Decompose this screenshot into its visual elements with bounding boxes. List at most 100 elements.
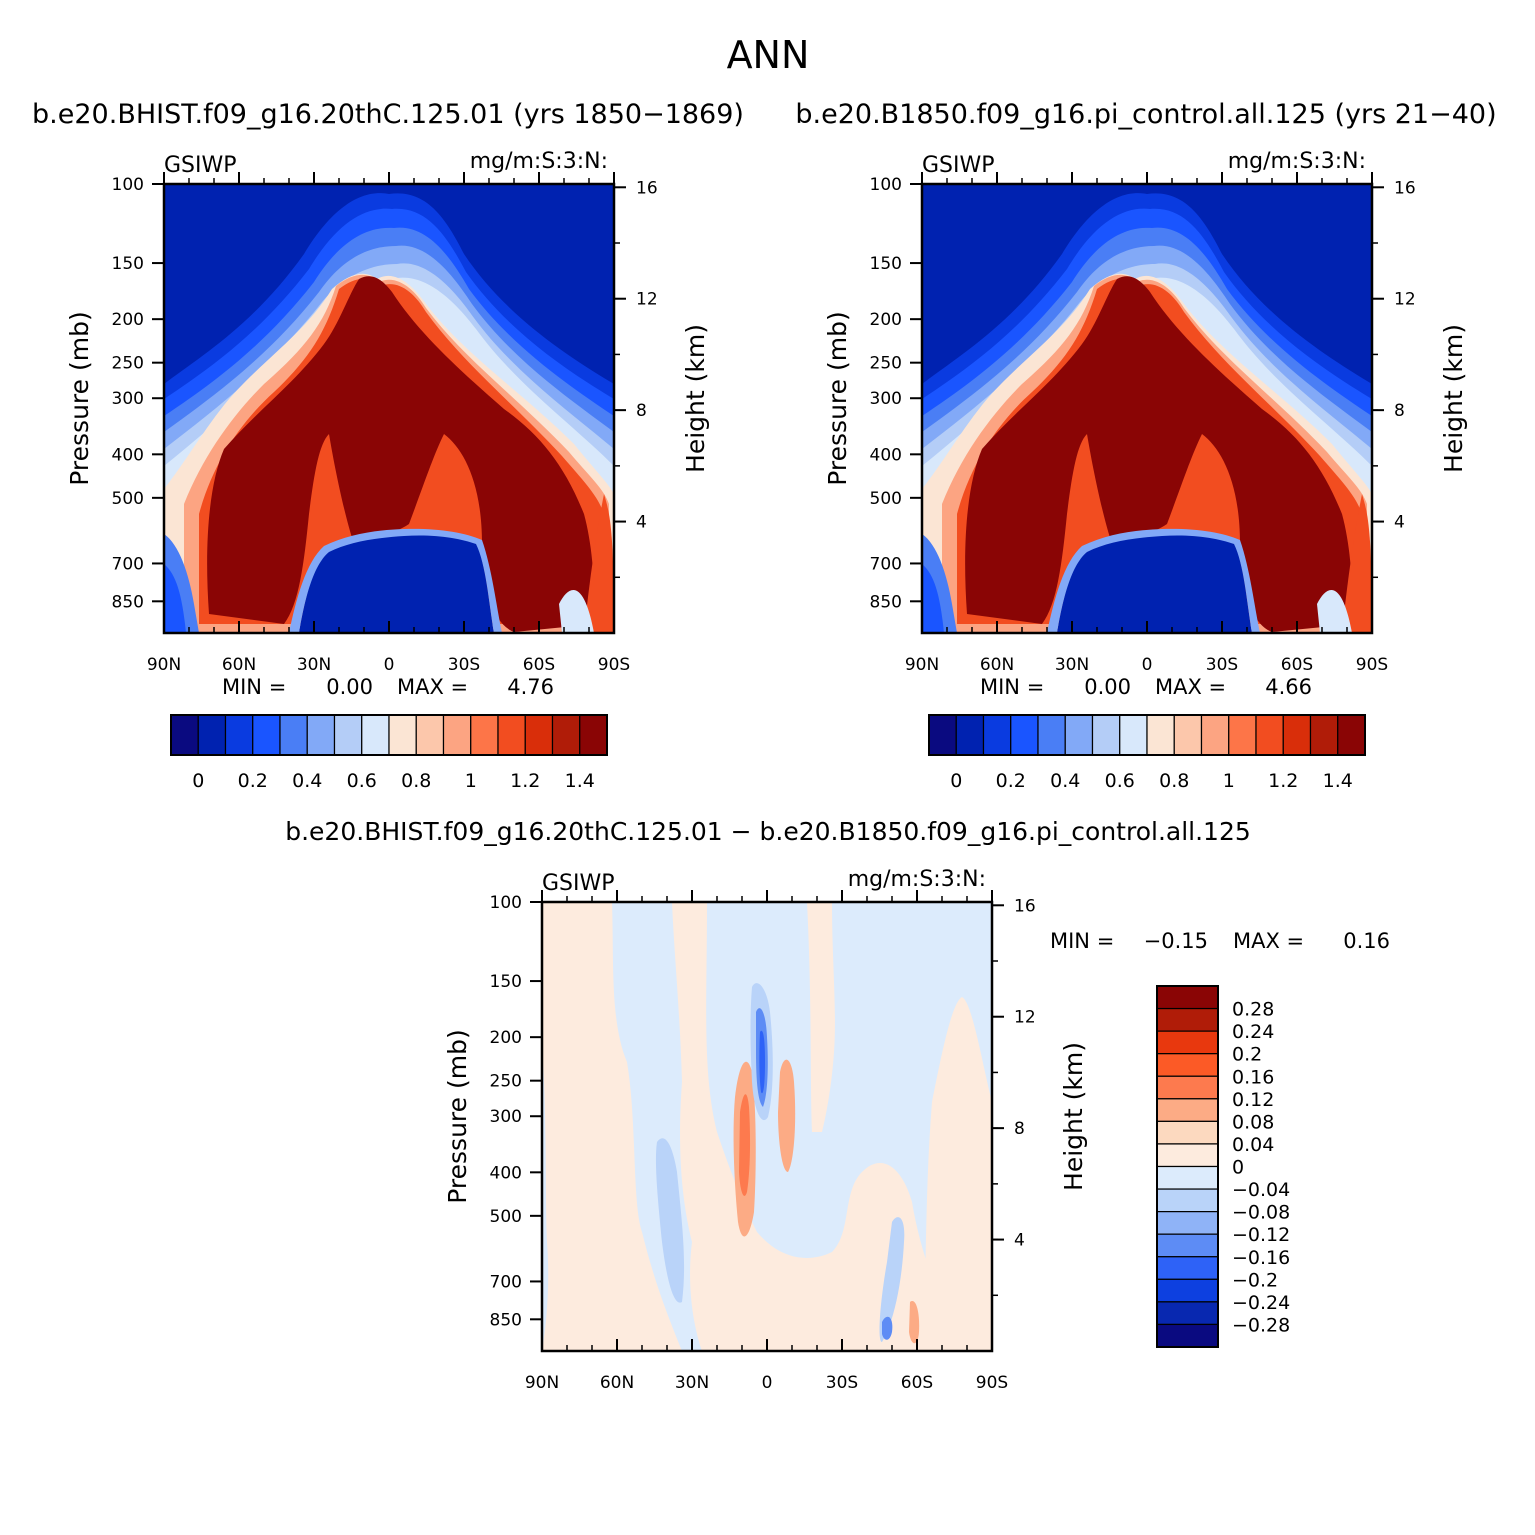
panel-1-xtick-label: 90N [147,655,181,675]
colorbar-label: 1.2 [1268,770,1298,792]
colorbar-box [361,714,390,756]
panel-1-ylabel: Pressure (mb) [65,311,94,485]
panel-1-xtick-label: 60S [523,655,555,675]
panel-3-y2tick-label: 16 [1014,896,1036,916]
colorbar-box [1119,714,1148,756]
panel-2-colorbar: 0 0.2 0.4 0.6 0.8 1 1.2 1.4 [928,714,1366,792]
colorbar-box [442,714,472,756]
panel-3-ylabel: Pressure (mb) [443,1029,472,1203]
colorbar-box [1156,1030,1219,1055]
figure-title: ANN [727,33,810,77]
colorbar-box [1156,985,1219,1010]
panel-1-max-value: 4.76 [507,675,554,699]
panel-1-y2tick-label: 16 [636,178,658,198]
panel-1-xtick-label: 0 [384,655,395,675]
panel-1-max-label: MAX = [397,675,468,699]
panel-3-xtick-label: 0 [762,1373,773,1393]
panel-2-variable-label: GSIWP [922,153,995,178]
panel-2-ytick-label: 300 [870,389,902,409]
colorbar-box [1173,714,1203,756]
panel-1-xtick-label: 30N [297,655,331,675]
colorbar-label: 1 [465,770,477,792]
colorbar-label: −0.08 [1232,1202,1290,1224]
panel-2-y2label: Height (km) [1439,324,1468,473]
colorbar-box [1309,714,1339,756]
colorbar-label: 0.28 [1232,999,1274,1021]
panel-1-xtick-label: 60N [222,655,256,675]
colorbar-box [579,714,608,756]
panel-1-field [164,184,614,633]
panel2-title: b.e20.B1850.f09_g16.pi_control.all.125 (… [795,99,1496,130]
panel-2-y2tick-label: 4 [1394,513,1405,533]
panel-diff-minmax: MIN = −0.15 MAX = 0.16 [1050,929,1390,953]
panel-2-ytick-label: 500 [870,489,902,509]
colorbar-box [1156,1233,1219,1258]
colorbar-box [1064,714,1094,756]
panel-1-min-label: MIN = [222,675,286,699]
panel-2-ylabel: Pressure (mb) [823,311,852,485]
colorbar-box [1282,714,1312,756]
panel-2-ytick-label: 400 [870,445,902,465]
panel-2-max-label: MAX = [1155,675,1226,699]
panel-3-xtick-label: 90S [976,1373,1008,1393]
colorbar-label: 0.4 [1050,770,1080,792]
panel-3-ytick-label: 700 [490,1272,522,1292]
panel-2-xtick-label: 60N [980,655,1014,675]
panel-3-xtick-label: 30N [675,1373,709,1393]
panel-1-y2tick-label: 8 [636,401,647,421]
panel-diff-max-label: MAX = [1233,929,1304,953]
diff-title: b.e20.BHIST.f09_g16.20thC.125.01 − b.e20… [285,817,1251,846]
colorbar-box [1156,1301,1219,1326]
panel-3-ytick-label: 150 [490,972,522,992]
panel-2-xtick-label: 90N [905,655,939,675]
colorbar-label: 0.8 [1159,770,1189,792]
panel-2-y2tick-label: 12 [1394,290,1416,310]
colorbar-frame [1156,985,1219,1348]
colorbar-label: −0.28 [1232,1314,1290,1336]
colorbar-label: 1.2 [510,770,540,792]
panel-3-xtick-label: 60S [901,1373,933,1393]
colorbar-label: 0 [950,770,962,792]
colorbar-label: 0.8 [401,770,431,792]
colorbar-label: 0 [192,770,204,792]
panel-2-xtick-label: 30S [1206,655,1238,675]
panel-3-units-label: mg/m:S:3:N: [848,867,986,892]
panel-3-xtick-label: 90N [525,1373,559,1393]
colorbar-box [470,714,499,756]
colorbar-box [197,714,227,756]
panel-3-ytick-label: 850 [490,1310,522,1330]
colorbar-box [1156,1165,1219,1190]
colorbar-box [1156,1278,1219,1303]
panel-2-ytick-label: 250 [870,354,902,374]
panel-2-ytick-label: 850 [870,592,902,612]
panel-2-y2tick-label: 16 [1394,178,1416,198]
panel-diff-plot: 90N 60N 30N 0 30S 60S 90S 100 150 200 250 300 400 500… [443,867,1088,1393]
colorbar-box [497,714,526,756]
colorbar-frame [928,714,1366,756]
colorbar-box [1156,1143,1219,1168]
panel-2-xtick-label: 90S [1356,655,1388,675]
panel-2-min-value: 0.00 [1084,675,1131,699]
colorbar-box [279,714,308,756]
colorbar-label: 0.6 [1105,770,1135,792]
colorbar-label: −0.04 [1232,1179,1290,1201]
panel-3-y2tick-label: 12 [1014,1008,1036,1028]
panel-diff-max-value: 0.16 [1343,929,1390,953]
colorbar-label: 0.24 [1232,1021,1274,1043]
panel-2-min-label: MIN = [980,675,1044,699]
colorbar-box [333,714,363,756]
panel-2-minmax: MIN = 0.00 MAX = 4.66 [980,675,1312,699]
panel-1-units-label: mg/m:S:3:N: [470,149,608,174]
panel-1-ytick-label: 250 [112,354,144,374]
panel-1-variable-label: GSIWP [164,153,237,178]
panel-3-ytick-label: 500 [490,1207,522,1227]
panel-2-units-label: mg/m:S:3:N: [1228,149,1366,174]
colorbar-box [1200,714,1230,756]
colorbar-label: 0 [1232,1157,1244,1179]
colorbar-box [1010,714,1039,756]
panel-1-ytick-label: 850 [112,592,144,612]
colorbar-box [252,714,281,756]
panel-1-ytick-label: 700 [112,554,144,574]
colorbar-label: 0.2 [238,770,268,792]
panel-1-y2tick-label: 4 [636,513,647,533]
